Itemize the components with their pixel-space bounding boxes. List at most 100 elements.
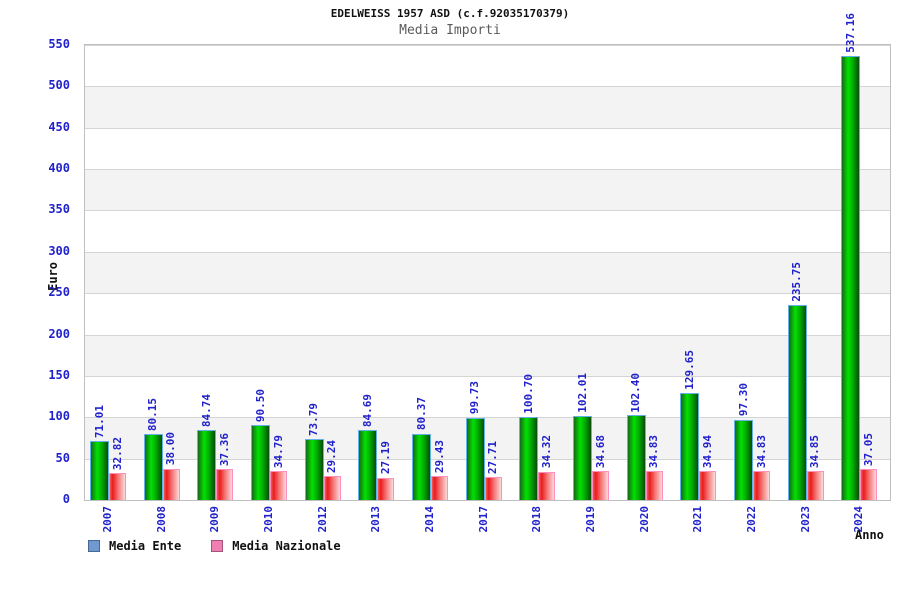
bar-value-label: 34.32	[539, 435, 553, 469]
bar-media-ente	[90, 441, 109, 500]
bar-media-ente	[304, 438, 324, 500]
bar-value-label: 32.82	[110, 436, 124, 470]
bar-value-label: 29.43	[432, 439, 446, 473]
y-tick-label: 400	[48, 161, 70, 176]
y-tick-label: 450	[48, 119, 70, 134]
x-tick-label: 2022	[745, 506, 758, 533]
bar-value-label: 84.69	[360, 393, 374, 427]
bar-media-nazionale	[270, 471, 287, 500]
bar-value-label: 102.01	[575, 372, 589, 413]
bar-media-ente	[197, 429, 217, 500]
bar-value-label: 38.00	[164, 432, 178, 466]
gridline	[85, 127, 890, 129]
plot-band	[85, 251, 890, 294]
plot-band	[85, 169, 890, 211]
bar-media-nazionale	[323, 475, 341, 500]
bar-media-ente	[841, 55, 861, 500]
legend-item-media-nazionale: Media Nazionale	[211, 539, 341, 553]
y-tick-label: 500	[48, 78, 70, 93]
bar-value-label: 97.30	[736, 383, 750, 417]
bar-value-label: 99.73	[468, 381, 482, 415]
bar-media-ente	[680, 392, 700, 500]
gridline	[85, 375, 890, 377]
bar-value-label: 102.40	[629, 372, 643, 413]
bar-value-label: 27.19	[378, 441, 392, 475]
bar-media-nazionale	[109, 472, 126, 500]
bar-value-label: 80.15	[146, 397, 160, 431]
bar-value-label: 27.71	[486, 440, 500, 475]
x-tick-label: 2021	[691, 506, 705, 533]
chart-title: EDELWEISS 1957 ASD (c.f.92035170379)	[330, 7, 570, 20]
bar-media-nazionale	[162, 468, 180, 500]
x-tick-label: 2009	[208, 506, 222, 533]
bar-value-label: 100.70	[521, 373, 535, 414]
bar-value-label: 73.79	[307, 402, 321, 436]
x-tick-label: 2019	[584, 506, 597, 533]
plot-area: 71.01 32.82 2007 80.15 38.00 2008 84.74 37.36 20…	[84, 13, 891, 533]
bar-value-label: 34.83	[754, 435, 768, 469]
bar-value-label: 129.65	[682, 350, 696, 390]
bar-media-nazionale	[699, 471, 717, 500]
bar-value-label: 235.75	[790, 262, 804, 302]
bar-value-label: 34.83	[647, 435, 661, 469]
bar-media-nazionale	[216, 469, 234, 500]
bar-media-nazionale	[753, 471, 770, 500]
legend-label-media-nazionale: Media Nazionale	[232, 539, 341, 553]
bar-media-ente	[143, 433, 163, 500]
bar-media-ente	[734, 419, 753, 500]
y-tick-label: 550	[48, 37, 70, 51]
y-tick-label: 200	[48, 326, 70, 341]
plot-band	[85, 334, 890, 376]
legend: Media Ente Media Nazionale	[88, 539, 341, 553]
y-tick-label: 150	[48, 367, 70, 382]
bar-value-label: 537.16	[843, 12, 857, 53]
x-tick-label: 2020	[637, 506, 651, 533]
gridline	[85, 293, 890, 295]
chart-subtitle: Media Importi	[399, 23, 501, 38]
x-tick-label: 2012	[315, 506, 329, 533]
bar-media-ente	[465, 417, 485, 500]
y-tick-label: 300	[48, 243, 70, 258]
bar-value-label: 37.05	[861, 433, 875, 467]
legend-swatch-media-nazionale	[211, 540, 224, 552]
legend-label-media-ente: Media Ente	[109, 539, 182, 553]
bar-value-label: 34.85	[808, 435, 822, 469]
bar-value-label: 34.68	[593, 435, 607, 469]
plot-band	[85, 417, 890, 459]
bar-media-ente	[519, 416, 539, 500]
x-tick-label: 2018	[530, 506, 544, 533]
x-tick-label: 2008	[154, 506, 168, 533]
gridline	[85, 417, 890, 419]
bar-media-nazionale	[377, 477, 395, 500]
gridline	[85, 210, 890, 212]
bar-media-ente	[787, 304, 807, 500]
bar-media-ente	[251, 425, 270, 500]
x-tick-label: 2010	[262, 506, 275, 533]
bar-value-label: 34.79	[271, 435, 285, 469]
x-tick-label: 2017	[476, 506, 490, 533]
y-tick-label: 100	[48, 409, 70, 424]
bar-media-nazionale	[538, 471, 556, 500]
x-axis-title: Anno	[855, 528, 884, 542]
bar-value-label: 80.37	[414, 397, 428, 431]
x-tick-label: 2007	[101, 506, 114, 533]
gridline	[85, 251, 890, 253]
gridline	[85, 334, 890, 336]
bar-media-ente	[573, 415, 592, 500]
bar-value-label: 29.24	[325, 439, 339, 473]
y-tick-label: 350	[48, 202, 70, 217]
bar-media-ente	[358, 429, 378, 500]
plot-band	[85, 86, 890, 128]
bar-media-ente	[412, 433, 431, 500]
bar-media-nazionale	[860, 469, 878, 500]
bar-value-label: 84.74	[199, 393, 213, 427]
bar-value-label: 34.94	[700, 434, 714, 469]
bar-media-ente	[626, 415, 646, 500]
x-tick-label: 2023	[798, 506, 812, 533]
y-tick-label: 0	[62, 492, 70, 506]
gridline	[85, 169, 890, 171]
bar-media-nazionale	[484, 477, 502, 500]
bar-value-label: 90.50	[253, 389, 267, 423]
bar-media-nazionale	[592, 471, 609, 500]
